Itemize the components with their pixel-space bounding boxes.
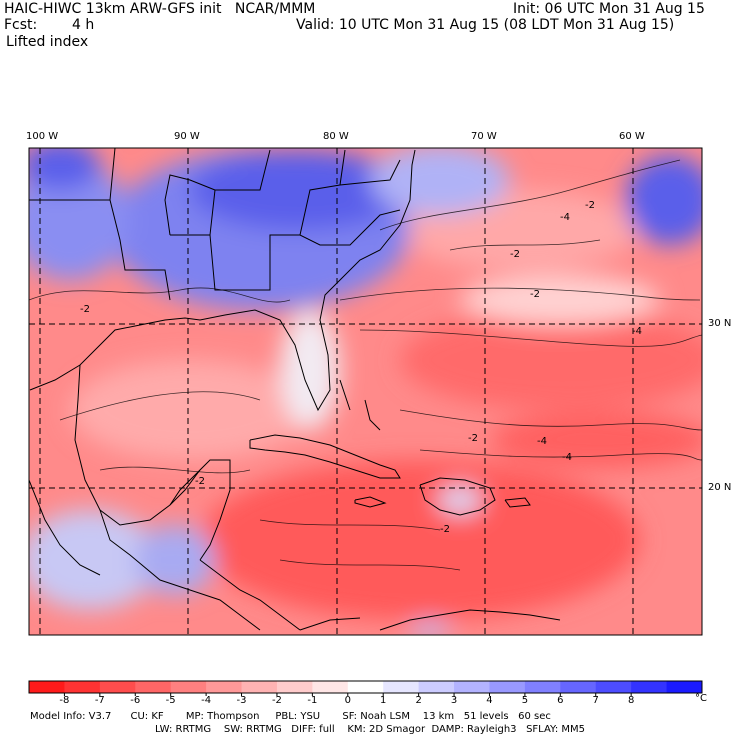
- colorbar-unit: °C: [695, 693, 707, 704]
- colorbar-swatch: [454, 681, 490, 693]
- field-mexico-blue: [29, 510, 160, 610]
- colorbar-swatch: [312, 681, 349, 693]
- field-texas-blue: [29, 160, 130, 280]
- contour-label: -2: [195, 476, 205, 487]
- lon-label-80w: 80 W: [323, 131, 349, 142]
- lon-label-70w: 70 W: [471, 131, 497, 142]
- lat-label-30n: 30 N: [708, 318, 732, 329]
- field-south-blue: [410, 622, 450, 635]
- colorbar-swatch: [595, 681, 632, 693]
- lon-label-90w: 90 W: [174, 131, 200, 142]
- map-frame: [28, 147, 703, 636]
- colorbar-label: 2: [415, 695, 422, 706]
- colorbar-swatch: [631, 681, 668, 693]
- contour-label: -2: [440, 524, 450, 535]
- colorbar: [28, 680, 703, 696]
- contour-label: -4: [560, 212, 570, 223]
- lon-label-100w: 100 W: [26, 131, 59, 142]
- colorbar-swatch: [99, 681, 136, 693]
- colorbar-label: 0: [344, 695, 351, 706]
- field-ne-corner-blue: [625, 155, 702, 245]
- colorbar-swatch: [383, 681, 420, 693]
- contour-label: -2: [80, 304, 90, 315]
- contour-label: -4: [537, 436, 547, 447]
- colorbar-label: 7: [592, 695, 599, 706]
- colorbar-label: -8: [59, 695, 70, 706]
- coastlines: [29, 148, 561, 631]
- colorbar-frame: [28, 680, 703, 694]
- colorbar-label: -1: [307, 695, 318, 706]
- field-gulf-light: [70, 360, 310, 460]
- colorbar-label: 4: [486, 695, 493, 706]
- colorbar-swatch: [489, 681, 526, 693]
- field-hispaniola-pale: [438, 486, 482, 514]
- colorbar-label: 3: [450, 695, 458, 706]
- colorbar-swatch: [206, 681, 243, 693]
- colorbar-label: -4: [201, 695, 212, 706]
- colorbar-label: 1: [380, 695, 387, 706]
- colorbar-swatch: [418, 681, 455, 693]
- lat-label-20n: 20 N: [708, 482, 732, 493]
- colorbar-label: -3: [236, 695, 247, 706]
- contour-labels: -2 -2 -2 -4 -2 -2 -4 -4 -2 -4 -2: [80, 200, 642, 535]
- field-nw-deep: [29, 148, 100, 190]
- lon-label-60w: 60 W: [619, 131, 645, 142]
- colorbar-label: -6: [130, 695, 141, 706]
- contour-label: -2: [468, 433, 478, 444]
- colorbar-label: -5: [165, 695, 176, 706]
- model-title: HAIC-HIWC 13km ARW-GFS init NCAR/MMM: [4, 1, 316, 17]
- field-caribbean-deep: [200, 460, 640, 620]
- contours: [29, 159, 702, 571]
- field-se-us-deep: [190, 150, 410, 230]
- contour-label: -2: [530, 289, 540, 300]
- field-guatemala-blue: [135, 525, 215, 595]
- colorbar-label: 5: [521, 695, 529, 706]
- contour-label: -4: [632, 326, 642, 337]
- colorbar-label: 8: [627, 695, 635, 706]
- field-ne-blue: [370, 148, 510, 215]
- field-atl-pale: [460, 275, 660, 325]
- colorbar-label: 6: [557, 695, 564, 706]
- field-name: Lifted index: [6, 34, 89, 50]
- field-florida-pale: [280, 310, 340, 430]
- colorbar-label: -7: [94, 695, 105, 706]
- colorbar-swatch: [170, 681, 207, 693]
- colorbar-swatch: [276, 681, 313, 693]
- colorbar-swatch: [560, 681, 597, 693]
- contour-label: -4: [562, 452, 572, 463]
- lifted-index-field: [29, 148, 702, 635]
- footer-physics-info: LW: RRTMG SW: RRTMG DIFF: full KM: 2D Sm…: [155, 724, 585, 735]
- field-atlantic-band2: [490, 412, 702, 468]
- init-time: Init: 06 UTC Mon 31 Aug 15: [513, 1, 705, 17]
- colorbar-swatch: [135, 681, 172, 693]
- grid-lines: [29, 148, 702, 635]
- contour-label: -2: [585, 200, 595, 211]
- colorbar-swatch: [241, 681, 278, 693]
- colorbar-swatch: [524, 681, 561, 693]
- colorbar-swatch: [64, 681, 101, 693]
- forecast-label: Fcst:: [4, 17, 38, 33]
- colorbar-label: -2: [271, 695, 282, 706]
- colorbar-swatch: [666, 681, 703, 693]
- colorbar-swatch: [29, 681, 65, 693]
- footer-model-info: Model Info: V3.7 CU: KF MP: Thompson PBL…: [30, 711, 551, 722]
- contour-label: -2: [510, 249, 520, 260]
- forecast-hours: 4 h: [72, 17, 95, 33]
- valid-time: Valid: 10 UTC Mon 31 Aug 15 (08 LDT Mon …: [296, 17, 675, 33]
- colorbar-swatch: [347, 681, 384, 693]
